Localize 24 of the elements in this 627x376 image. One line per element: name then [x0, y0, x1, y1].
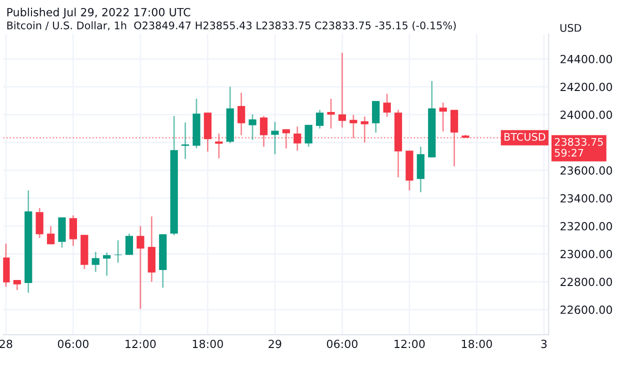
x-tick-label: 06:00 [58, 340, 88, 348]
y-tick-label: 23600.00 [560, 166, 612, 175]
x-tick-label: 12:00 [394, 340, 425, 348]
x-tick-label: 28 [0, 340, 12, 348]
x-tick-label: 06:00 [326, 340, 358, 348]
ref-line-label: BTCUSD [504, 132, 546, 141]
y-tick-label: 22800.00 [560, 278, 612, 286]
y-tick-label: 24200.00 [560, 82, 612, 92]
y-tick-label: 23400.00 [560, 194, 612, 203]
x-tick-label: 29 [268, 340, 282, 348]
y-tick-label: 23000.00 [560, 250, 612, 258]
y-tick-label: 24000.00 [560, 110, 612, 119]
chart-title: Bitcoin / U.S. Dollar, 1h O23849.47 H23855.43 L23833.75 C23833.75 -35.15 (-0.15%) [7, 21, 456, 31]
x-tick-label: 12:00 [126, 340, 156, 348]
y-axis-title: USD [560, 24, 582, 32]
y-tick-label: 24400.00 [560, 54, 612, 64]
x-tick-label: 3 [541, 340, 547, 348]
x-tick-label: 18:00 [192, 340, 223, 348]
text: 23833.75 [554, 138, 603, 146]
text: 59:27 [554, 148, 584, 157]
y-tick-label: 23200.00 [560, 222, 612, 230]
y-tick-label: 22600.00 [560, 306, 612, 314]
x-tick-label: 18:00 [462, 340, 492, 348]
text: Published Jul 29, 2022 17:00 UTC [7, 8, 190, 18]
